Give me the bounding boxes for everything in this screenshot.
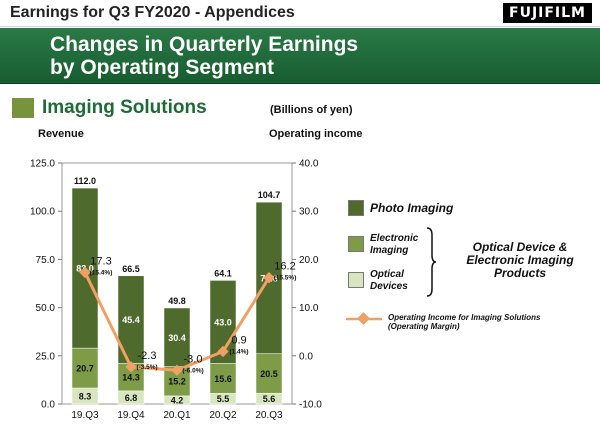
bar-value-label: 43.0 xyxy=(214,317,232,327)
operating-margin-label: (15.5%) xyxy=(274,275,297,282)
operating-income-point xyxy=(263,272,275,284)
right-axis-tick-label: 40.0 xyxy=(299,159,319,170)
operating-income-point xyxy=(171,364,183,376)
legend-photo-label: Photo Imaging xyxy=(370,201,454,215)
legend-electronic-line1: Electronic xyxy=(370,233,419,244)
bar-value-label: 45.4 xyxy=(122,315,140,325)
x-axis-category-label: 20.Q3 xyxy=(255,410,283,421)
group-label-line2: Electronic Imaging xyxy=(466,253,574,267)
operating-income-value-label: -2.3 xyxy=(138,350,157,362)
chart-legend: Photo Imaging Electronic Imaging Optical… xyxy=(346,196,598,346)
bar-value-label: 20.7 xyxy=(76,364,94,374)
right-axis-tick-label: -10.0 xyxy=(299,400,322,411)
document-title: Earnings for Q3 FY2020 - Appendices xyxy=(10,4,295,21)
left-axis-tick-label: 50.0 xyxy=(36,303,56,314)
operating-income-value-label: 16.2 xyxy=(274,261,295,273)
legend-optical-label: Optical Devices xyxy=(370,269,408,293)
bar-value-label: 5.5 xyxy=(217,394,230,404)
section-title: Imaging Solutions xyxy=(42,97,207,118)
bar-electronic-imaging xyxy=(209,363,237,394)
left-axis-name: Revenue xyxy=(38,128,84,140)
left-axis-tick-label: 75.0 xyxy=(36,255,56,266)
right-axis-tick-label: 20.0 xyxy=(299,255,319,266)
slide-banner: Changes in Quarterly Earnings by Operati… xyxy=(0,28,600,84)
top-bar: Earnings for Q3 FY2020 - Appendices FUJI… xyxy=(0,0,600,27)
group-label: Optical Device & Electronic Imaging Prod… xyxy=(446,241,594,280)
brace-icon xyxy=(426,227,437,297)
operating-margin-label: (1.4%) xyxy=(229,348,248,355)
bar-total-label: 64.1 xyxy=(214,268,232,278)
bar-total-label: 49.8 xyxy=(168,296,186,306)
operating-margin-label: (15.4%) xyxy=(90,269,113,276)
left-axis-tick-label: 100.0 xyxy=(30,207,55,218)
left-axis-tick-label: 25.0 xyxy=(36,351,56,362)
operating-margin-label: (-3.5%) xyxy=(136,364,157,371)
bar-electronic-imaging xyxy=(255,353,283,394)
unit-label: (Billions of yen) xyxy=(270,104,353,116)
right-axis-name: Operating income xyxy=(269,128,363,140)
right-axis-tick-label: 10.0 xyxy=(299,303,319,314)
right-axis-tick-label: 30.0 xyxy=(299,207,319,218)
bar-value-label: 14.3 xyxy=(122,373,140,383)
slide-title: Changes in Quarterly Earnings by Operati… xyxy=(50,33,358,79)
legend-electronic-swatch xyxy=(348,236,364,252)
section-marker-icon xyxy=(12,98,34,118)
bar-value-label: 4.2 xyxy=(171,395,184,405)
operating-income-value-label: -3.0 xyxy=(184,353,203,365)
left-axis-tick-label: 125.0 xyxy=(30,159,55,170)
legend-optical-line2: Devices xyxy=(370,281,408,292)
x-axis-category-label: 20.Q1 xyxy=(163,410,191,421)
slide-title-line2: by Operating Segment xyxy=(50,56,275,79)
x-axis-category-label: 19.Q3 xyxy=(71,410,99,421)
legend-electronic-label: Electronic Imaging xyxy=(370,233,418,257)
bar-value-label: 15.2 xyxy=(168,377,186,387)
bar-total-label: 112.0 xyxy=(74,176,96,186)
legend-op-label: Operating Income for Imaging Solutions (… xyxy=(388,313,540,331)
operating-income-value-label: 0.9 xyxy=(231,334,246,346)
slide-title-line1: Changes in Quarterly Earnings xyxy=(50,33,359,56)
legend-photo-swatch xyxy=(348,200,364,216)
bar-value-label: 15.6 xyxy=(214,374,232,384)
legend-op-line2: (Operating Margin) xyxy=(388,322,460,331)
operating-income-point xyxy=(217,345,229,358)
bar-electronic-imaging xyxy=(71,347,99,389)
right-axis-tick-label: 0.0 xyxy=(299,351,313,362)
legend-line-marker-icon xyxy=(346,312,382,325)
bar-photo-imaging xyxy=(163,307,191,367)
group-label-line3: Products xyxy=(493,266,546,280)
legend-electronic-line2: Imaging xyxy=(370,245,409,256)
bar-value-label: 5.6 xyxy=(263,394,276,404)
operating-margin-label: (-6.0%) xyxy=(182,367,203,374)
company-logo: FUJIFILM xyxy=(503,3,592,23)
legend-optical-line1: Optical xyxy=(370,269,404,280)
operating-income-value-label: 17.3 xyxy=(90,255,111,267)
bar-total-label: 104.7 xyxy=(258,190,281,200)
left-axis-tick-label: 0.0 xyxy=(41,400,55,411)
bar-value-label: 30.4 xyxy=(168,333,186,343)
bar-total-label: 66.5 xyxy=(122,264,140,274)
bar-value-label: 6.8 xyxy=(125,393,138,403)
bar-value-label: 20.5 xyxy=(260,369,278,379)
bar-value-label: 8.3 xyxy=(79,391,92,401)
x-axis-category-label: 20.Q2 xyxy=(209,410,237,421)
legend-optical-swatch xyxy=(348,272,364,288)
legend-op-line1: Operating Income for Imaging Solutions xyxy=(388,313,541,322)
group-label-line1: Optical Device & xyxy=(472,240,568,254)
x-axis-category-label: 19.Q4 xyxy=(117,410,145,421)
